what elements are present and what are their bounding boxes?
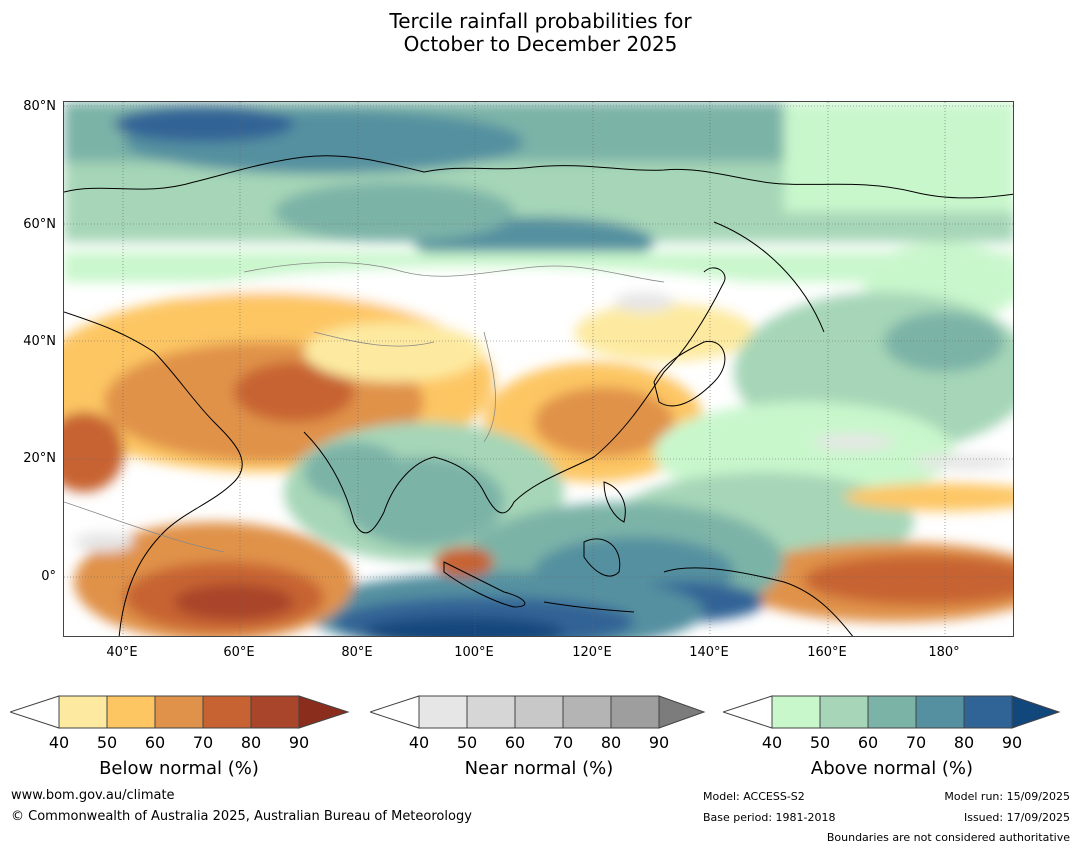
colorbar-near-bin-60-70: [514, 695, 564, 729]
colorbar-near-upper-arrow: [658, 695, 706, 729]
colorbar-below-bin-80-90: [250, 695, 300, 729]
colorbar-above-normal: [723, 695, 1061, 729]
rainfall-probability-map: [63, 101, 1014, 637]
colorbar-below-tick: 50: [96, 733, 118, 752]
colorbar-below-bin-50-60: [106, 695, 156, 729]
colorbar-near-label: Near normal (%): [464, 758, 614, 779]
colorbar-near-tick: 70: [552, 733, 574, 752]
map-title: Tercile rainfall probabilities for Octob…: [0, 10, 1081, 56]
lat-label-20n: 20°N: [23, 451, 56, 466]
title-line-1: Tercile rainfall probabilities for: [389, 9, 692, 33]
footer-model-run: Model run: 15/09/2025: [944, 790, 1070, 803]
colorbar-above-label: Above normal (%): [810, 758, 974, 779]
colorbar-near-tick: 50: [456, 733, 478, 752]
footer-copyright: © Commonwealth of Australia 2025, Austra…: [11, 809, 472, 824]
colorbar-near-tick: 80: [600, 733, 622, 752]
colorbar-below-lower-arrow: [10, 695, 60, 729]
colorbar-above-tick: 90: [1001, 733, 1023, 752]
footer-issued: Issued: 17/09/2025: [963, 811, 1070, 824]
lat-label-80n: 80°N: [23, 99, 56, 114]
lon-label-80e: 80°E: [341, 645, 373, 660]
colorbar-above-bin-80-90: [963, 695, 1013, 729]
colorbar-near-tick: 40: [408, 733, 430, 752]
colorbar-above-tick: 70: [905, 733, 927, 752]
colorbar-below-normal: [10, 695, 350, 729]
lat-label-0: 0°: [41, 569, 56, 584]
colorbar-near-lower-arrow: [370, 695, 420, 729]
colorbar-near-normal: [370, 695, 706, 729]
colorbar-below-tick: 90: [288, 733, 310, 752]
coastlines: [64, 155, 1013, 636]
lat-label-60n: 60°N: [23, 217, 56, 232]
lat-label-40n: 40°N: [23, 334, 56, 349]
lon-label-160e: 160°E: [807, 645, 847, 660]
colorbar-above-bin-70-80: [915, 695, 965, 729]
map-canvas: [64, 102, 1013, 636]
colorbar-below-tick: 70: [192, 733, 214, 752]
footer-base-period: Base period: 1981-2018: [703, 811, 836, 824]
lon-label-60e: 60°E: [223, 645, 255, 660]
lon-label-100e: 100°E: [454, 645, 494, 660]
colorbar-above-tick: 80: [953, 733, 975, 752]
colorbar-below-upper-arrow: [298, 695, 350, 729]
colorbar-below-label: Below normal (%): [99, 758, 259, 779]
lon-label-140e: 140°E: [689, 645, 729, 660]
colorbar-above-lower-arrow: [723, 695, 773, 729]
colorbar-near-bin-50-60: [466, 695, 516, 729]
footer-model: Model: ACCESS-S2: [703, 790, 805, 803]
title-line-2: October to December 2025: [403, 32, 678, 56]
colorbar-above-bin-60-70: [867, 695, 917, 729]
colorbar-below-tick: 60: [144, 733, 166, 752]
colorbar-above-tick: 50: [809, 733, 831, 752]
lon-label-180: 180°: [928, 645, 960, 660]
footer-boundaries-note: Boundaries are not considered authoritat…: [826, 831, 1070, 844]
colorbar-below-bin-70-80: [202, 695, 252, 729]
colorbar-above-bin-50-60: [819, 695, 869, 729]
colorbar-near-bin-40-50: [418, 695, 468, 729]
colorbar-near-tick: 90: [648, 733, 670, 752]
colorbar-near-bin-70-80: [562, 695, 612, 729]
lon-label-120e: 120°E: [572, 645, 612, 660]
colorbar-below-tick: 80: [240, 733, 262, 752]
colorbar-below-bin-40-50: [58, 695, 108, 729]
colorbar-above-bin-40-50: [771, 695, 821, 729]
lon-label-40e: 40°E: [106, 645, 138, 660]
colorbar-above-upper-arrow: [1011, 695, 1061, 729]
country-borders: [64, 262, 665, 553]
colorbar-below-tick: 40: [48, 733, 70, 752]
colorbar-near-bin-80-90: [610, 695, 660, 729]
colorbar-below-bin-60-70: [154, 695, 204, 729]
colorbar-near-tick: 60: [504, 733, 526, 752]
footer-website: www.bom.gov.au/climate: [11, 788, 175, 803]
colorbar-above-tick: 40: [761, 733, 783, 752]
colorbar-above-tick: 60: [857, 733, 879, 752]
